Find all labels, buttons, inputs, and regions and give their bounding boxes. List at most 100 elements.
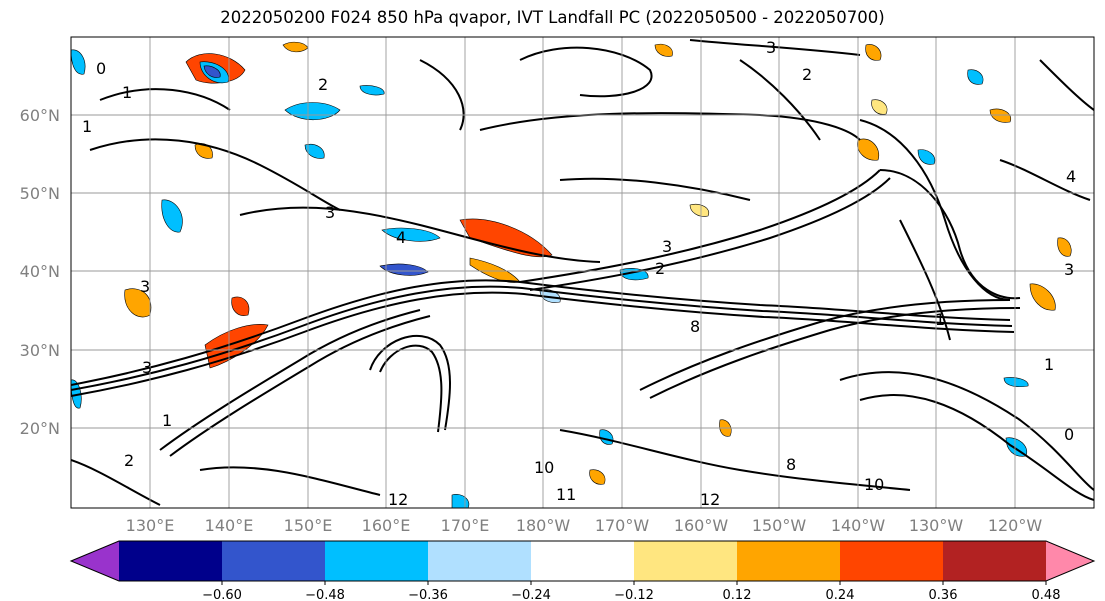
shade-patch-positive xyxy=(1057,237,1072,257)
shade-patch-negative xyxy=(71,379,82,409)
contour-line xyxy=(419,59,465,131)
lon-label: 160°E xyxy=(362,516,411,535)
contour-line xyxy=(899,219,951,341)
contour-line xyxy=(859,119,1011,301)
colorbar-segment xyxy=(531,541,635,581)
shade-patch-negative xyxy=(359,85,385,96)
contour-line xyxy=(839,371,1094,491)
colorbar-segment xyxy=(119,541,223,581)
contour-label: 11 xyxy=(556,485,576,504)
contour-line xyxy=(559,429,911,491)
map-gridlines xyxy=(71,37,1094,508)
colorbar-segment xyxy=(325,541,429,581)
colorbar: −0.60 −0.48 −0.36 −0.24 −0.12 0.12 0.24 0.36 0.4… xyxy=(69,540,1096,601)
contour-line xyxy=(739,59,821,141)
shade-patch-negative xyxy=(304,143,325,159)
shade-patch-positive xyxy=(589,469,606,485)
lon-label: 140°W xyxy=(831,516,886,535)
shade-patch-negative xyxy=(381,227,441,242)
shade-patch-positive xyxy=(689,203,710,217)
contour-label: 4 xyxy=(396,228,406,247)
contour-label: 2 xyxy=(802,65,812,84)
lon-label: 150°W xyxy=(752,516,807,535)
shade-patch-negative xyxy=(203,65,221,78)
map-content: 3 2 1 0 3 2 3 1 8 3 1 2 3 4 1 12 11 10 1… xyxy=(71,37,1094,509)
contour-line xyxy=(879,169,1021,300)
contour-line xyxy=(199,466,381,496)
contour-label: 10 xyxy=(534,458,554,477)
shade-patch-positive xyxy=(857,138,880,161)
lon-label: 160°W xyxy=(674,516,729,535)
contour-line xyxy=(479,112,861,141)
colorbar-segment xyxy=(840,541,944,581)
contour-line xyxy=(379,344,443,433)
shade-patch-negative xyxy=(917,149,936,165)
colorbar-segment xyxy=(943,541,1047,581)
lon-label: 170°E xyxy=(441,516,490,535)
colorbar-segment xyxy=(428,541,532,581)
contour-label: 0 xyxy=(1064,425,1074,444)
lon-label: 170°W xyxy=(595,516,650,535)
contour-label: 1 xyxy=(935,310,945,329)
colorbar-segment xyxy=(737,541,841,581)
colorbar-segments xyxy=(69,540,1096,582)
lat-label: 60°N xyxy=(20,106,60,125)
contour-label: 2 xyxy=(318,75,328,94)
colorbar-tick-label: 0.36 xyxy=(929,588,958,601)
colorbar-tick-label: 0.48 xyxy=(1032,588,1061,601)
contour-labels: 3 2 1 0 3 2 3 1 8 3 1 2 3 4 1 12 11 10 1… xyxy=(82,38,1076,509)
shade-patch-positive xyxy=(204,324,269,369)
contour-line xyxy=(689,39,861,56)
shade-patch-negative xyxy=(379,263,429,276)
contour-line xyxy=(99,88,231,111)
figure-title: 2022050200 F024 850 hPa qvapor, IVT Land… xyxy=(220,8,885,27)
shade-patch-negative xyxy=(71,49,86,75)
lon-label: 130°W xyxy=(909,516,964,535)
colorbar-tick-label: −0.36 xyxy=(408,588,448,601)
map-frame xyxy=(70,36,1095,509)
contour-line xyxy=(859,394,1094,501)
shade-patch-positive xyxy=(1029,283,1056,311)
colorbar-extend-high xyxy=(1046,541,1094,581)
contour-line xyxy=(169,315,431,457)
colorbar-extend-low xyxy=(71,541,119,581)
lat-label: 20°N xyxy=(20,419,60,438)
contour-line xyxy=(89,138,341,211)
lon-label: 150°E xyxy=(284,516,333,535)
contour-line xyxy=(369,335,451,431)
contour-label: 3 xyxy=(1064,260,1074,279)
contour-label: 12 xyxy=(700,490,720,509)
contour-label: 1 xyxy=(122,83,132,102)
colorbar-tick-label: −0.24 xyxy=(511,588,551,601)
contour-label: 0 xyxy=(96,59,106,78)
contour-label: 8 xyxy=(690,317,700,336)
colorbar-segment xyxy=(634,541,738,581)
latitude-labels: 60°N 50°N 40°N 30°N 20°N xyxy=(20,106,60,438)
contour-line xyxy=(71,459,161,506)
contour-line xyxy=(529,177,891,291)
contour-line xyxy=(639,299,1011,391)
contour-label: 3 xyxy=(662,237,672,256)
shade-patch-positive xyxy=(654,43,673,57)
contour-label: 2 xyxy=(655,259,665,278)
colorbar-tick-label: −0.48 xyxy=(305,588,345,601)
shade-patch-negative xyxy=(1003,377,1029,388)
colorbar-tick-label: −0.60 xyxy=(202,588,242,601)
contour-label: 12 xyxy=(388,490,408,509)
lat-label: 30°N xyxy=(20,341,60,360)
contour-line xyxy=(649,307,1021,399)
contour-label: 3 xyxy=(766,38,776,57)
contour-label: 3 xyxy=(325,203,335,222)
contour-label: 1 xyxy=(162,411,172,430)
contour-label: 1 xyxy=(1044,355,1054,374)
lon-label: 120°W xyxy=(988,516,1043,535)
contour-label: 10 xyxy=(864,475,884,494)
contour-label: 1 xyxy=(82,117,92,136)
contour-line xyxy=(999,159,1091,201)
colorbar-tick-labels: −0.60 −0.48 −0.36 −0.24 −0.12 0.12 0.24 0.36 0.4… xyxy=(202,588,1061,601)
colorbar-ticks xyxy=(221,581,1047,585)
map-area: 3 2 1 0 3 2 3 1 8 3 1 2 3 4 1 12 11 10 1… xyxy=(70,36,1095,509)
contour-label: 3 xyxy=(142,358,152,377)
shade-patch-positive xyxy=(459,218,553,258)
